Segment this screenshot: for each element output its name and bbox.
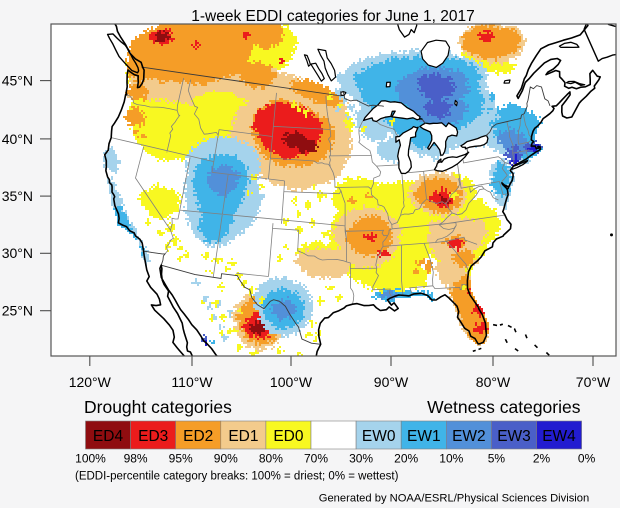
- svg-text:ED3: ED3: [138, 428, 168, 445]
- svg-text:ED4: ED4: [93, 428, 124, 445]
- svg-text:110°W: 110°W: [171, 374, 213, 390]
- svg-text:80°W: 80°W: [476, 374, 511, 390]
- svg-text:95%: 95%: [169, 452, 193, 466]
- svg-text:45°N: 45°N: [2, 73, 33, 89]
- svg-text:(EDDI-percentile category brea: (EDDI-percentile category breaks: 100% =…: [75, 471, 399, 483]
- svg-text:70°W: 70°W: [576, 374, 611, 390]
- svg-text:EW1: EW1: [407, 428, 441, 445]
- svg-text:0%: 0%: [578, 452, 596, 466]
- svg-text:30%: 30%: [349, 452, 373, 466]
- svg-text:Drought categories: Drought categories: [84, 397, 232, 417]
- svg-text:35°N: 35°N: [2, 188, 33, 204]
- svg-text:20%: 20%: [394, 452, 418, 466]
- svg-text:10%: 10%: [439, 452, 463, 466]
- svg-text:ED1: ED1: [228, 428, 258, 445]
- svg-text:25°N: 25°N: [2, 303, 33, 319]
- svg-text:120°W: 120°W: [69, 374, 112, 390]
- svg-text:90%: 90%: [214, 452, 238, 466]
- svg-text:40°N: 40°N: [2, 131, 33, 147]
- svg-text:30°N: 30°N: [2, 245, 33, 261]
- svg-text:ED2: ED2: [183, 428, 213, 445]
- svg-text:1-week EDDI categories for Jun: 1-week EDDI categories for June 1, 2017: [191, 8, 474, 25]
- svg-text:70%: 70%: [304, 452, 328, 466]
- svg-text:EW0: EW0: [362, 428, 396, 445]
- svg-text:EW4: EW4: [542, 428, 576, 445]
- svg-text:ED0: ED0: [273, 428, 304, 445]
- svg-text:Generated by NOAA/ESRL/Physica: Generated by NOAA/ESRL/Physical Sciences…: [319, 493, 589, 505]
- svg-text:5%: 5%: [488, 452, 506, 466]
- svg-text:100°W: 100°W: [270, 374, 313, 390]
- svg-text:EW3: EW3: [497, 428, 531, 445]
- svg-text:100%: 100%: [75, 452, 106, 466]
- svg-text:EW2: EW2: [452, 428, 486, 445]
- svg-text:80%: 80%: [259, 452, 283, 466]
- svg-text:Wetness categories: Wetness categories: [427, 397, 581, 417]
- svg-text:2%: 2%: [533, 452, 551, 466]
- svg-text:90°W: 90°W: [374, 374, 409, 390]
- svg-text:98%: 98%: [124, 452, 148, 466]
